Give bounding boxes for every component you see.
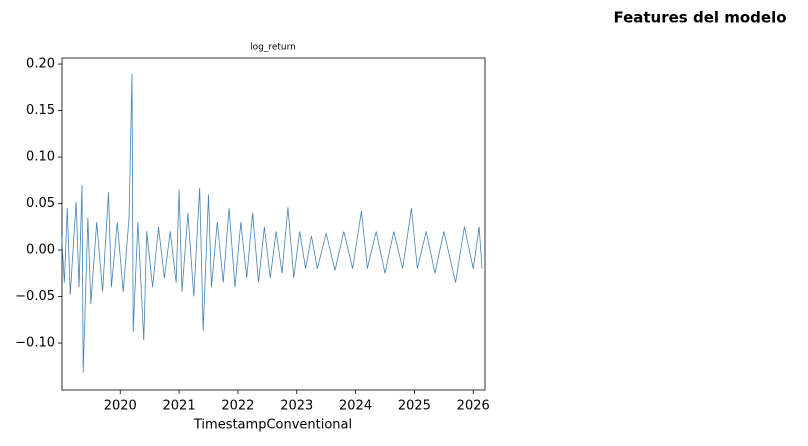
x-tick-label: 2020 — [104, 399, 137, 414]
y-tick-label: −0.05 — [15, 289, 55, 304]
x-axis-label: TimestampConventional — [193, 418, 352, 433]
x-tick-label: 2023 — [280, 399, 313, 414]
y-tick-label: −0.10 — [15, 336, 55, 351]
chart-title: log_return — [250, 43, 296, 53]
y-tick-label: 0.15 — [26, 103, 55, 118]
x-tick-label: 2025 — [398, 399, 431, 414]
x-tick-label: 2024 — [339, 399, 372, 414]
x-tick-label: 2021 — [163, 399, 196, 414]
y-tick-label: 0.00 — [26, 243, 55, 258]
y-tick-label: 0.20 — [26, 57, 55, 72]
y-tick-label: 0.10 — [26, 150, 55, 165]
series-line — [61, 73, 483, 373]
y-tick-label: 0.05 — [26, 196, 55, 211]
x-tick-label: 2022 — [221, 399, 254, 414]
plot-frame — [61, 57, 486, 391]
x-tick-label: 2026 — [457, 399, 490, 414]
suptitle: Features del modelo — [613, 9, 786, 27]
